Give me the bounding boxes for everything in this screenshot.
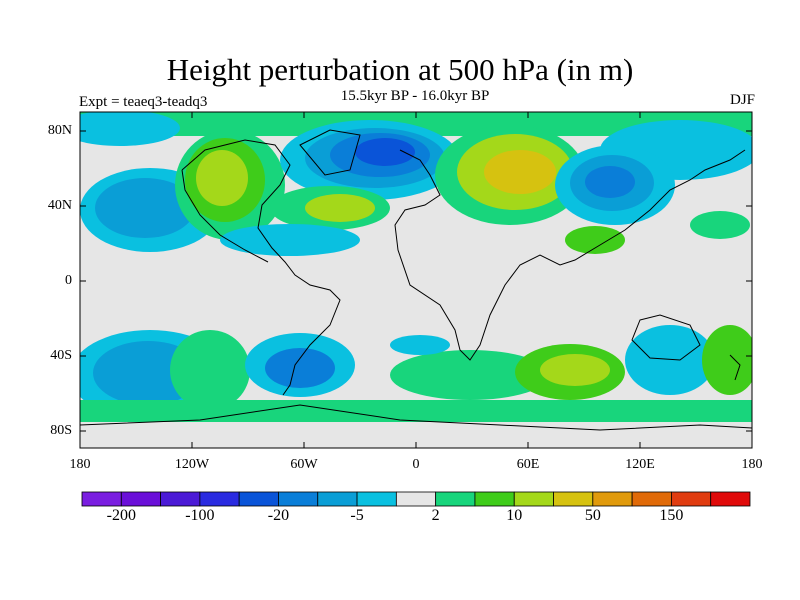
colorbar-swatch: [81, 491, 122, 507]
colorbar-swatch: [474, 491, 515, 507]
map-title: Height perturbation at 500 hPa (in m): [166, 52, 634, 87]
colorbar-swatch: [395, 491, 437, 507]
anomaly-region: [95, 178, 195, 238]
anomaly-region: [355, 138, 415, 166]
anomaly-region: [170, 330, 250, 410]
colorbar-swatch: [631, 491, 672, 507]
colorbar-swatch: [553, 491, 594, 507]
axis-ticks: [80, 112, 752, 448]
colorbar-swatch: [317, 491, 358, 507]
colorbar-label: 10: [506, 507, 523, 524]
anomaly-region: [585, 166, 635, 198]
anomaly-region: [390, 335, 450, 355]
colorbar-label: -100: [185, 507, 215, 524]
colorbar-swatch: [592, 491, 633, 507]
southern-band: [80, 400, 752, 422]
colorbar-swatch: [513, 491, 554, 507]
lon-tick-label: 180: [741, 457, 763, 472]
anomaly-region: [702, 325, 752, 395]
anomaly-region: [265, 348, 335, 388]
anomaly-region: [565, 226, 625, 254]
lon-tick-label: 0: [412, 457, 420, 472]
lat-tick-label: 80N: [47, 123, 72, 138]
colorbar-label: 50: [584, 507, 601, 524]
lon-tick-label: 60W: [290, 457, 318, 472]
lon-tick-label: 120W: [174, 457, 210, 472]
colorbar-swatch: [435, 491, 476, 507]
anomaly-region: [220, 224, 360, 256]
lon-tick-label: 120E: [625, 457, 655, 472]
anomaly-region: [390, 350, 550, 400]
anomaly-region: [305, 194, 375, 222]
map-panel: [80, 112, 752, 448]
lat-tick-label: 40S: [50, 348, 72, 363]
colorbar-swatch: [199, 491, 240, 507]
colorbar: [81, 491, 751, 507]
lat-tick-label: 80S: [50, 423, 72, 438]
colorbar-swatch: [278, 491, 319, 507]
lon-tick-label: 60E: [516, 457, 540, 472]
anomaly-region: [196, 150, 248, 206]
season-label: DJF: [729, 92, 755, 108]
colorbar-label: -20: [267, 507, 290, 524]
colorbar-swatch: [160, 491, 201, 507]
colorbar-swatch: [356, 491, 397, 507]
anomaly-region: [690, 211, 750, 239]
colorbar-label: -200: [106, 507, 136, 524]
lat-tick-label: 0: [65, 273, 72, 288]
colorbar-label: -5: [350, 507, 364, 524]
colorbar-swatch: [671, 491, 712, 507]
colorbar-swatch: [120, 491, 161, 507]
anomaly-region: [625, 325, 715, 395]
anomaly-region: [540, 354, 610, 386]
anomaly-region: [80, 112, 180, 146]
colorbar-swatch: [710, 491, 751, 507]
colorbar-swatch: [238, 491, 279, 507]
lat-tick-label: 40N: [47, 198, 72, 213]
experiment-label: Expt = teaeq3-teadq3: [79, 94, 208, 110]
coastlines: [80, 129, 752, 431]
colorbar-label: 150: [659, 507, 684, 524]
map-subtitle: 15.5kyr BP - 16.0kyr BP: [340, 88, 490, 104]
colorbar-label: 2: [431, 507, 440, 524]
anomaly-region: [484, 150, 556, 194]
lon-tick-label: 180: [69, 457, 91, 472]
